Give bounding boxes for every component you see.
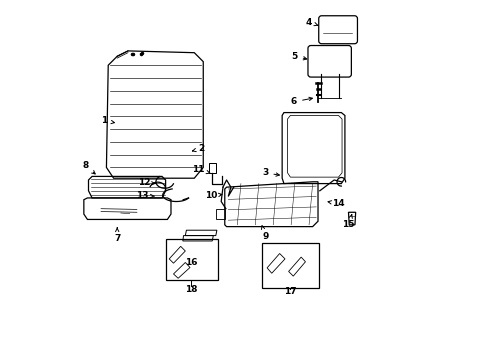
Text: 7: 7 — [114, 228, 120, 243]
Text: 18: 18 — [185, 285, 197, 294]
Text: 4: 4 — [305, 18, 317, 27]
Text: 1: 1 — [102, 116, 114, 125]
Text: 12: 12 — [138, 178, 156, 187]
Text: 15: 15 — [342, 215, 354, 229]
Text: 5: 5 — [291, 52, 306, 61]
Bar — [165, 239, 217, 280]
Text: 17: 17 — [284, 287, 296, 296]
Text: 16: 16 — [185, 258, 197, 267]
Text: 6: 6 — [290, 97, 312, 106]
Text: 10: 10 — [205, 191, 222, 200]
Text: 11: 11 — [192, 165, 210, 174]
Text: 14: 14 — [327, 199, 344, 208]
Text: 2: 2 — [192, 144, 204, 153]
Polygon shape — [287, 116, 341, 177]
Text: 3: 3 — [262, 168, 279, 177]
Text: 13: 13 — [136, 191, 154, 200]
Text: 9: 9 — [261, 226, 268, 241]
Bar — [261, 243, 319, 288]
Text: 8: 8 — [82, 161, 95, 174]
